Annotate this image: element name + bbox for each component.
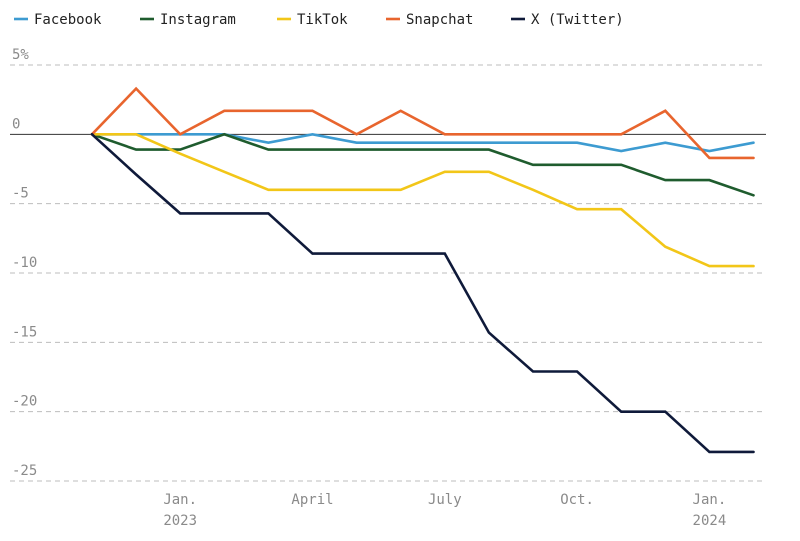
series-line-x-twitter (90, 133, 755, 454)
x-tick-year-label: 2024 (693, 513, 727, 529)
legend-item-tiktok: TikTok (277, 12, 348, 28)
x-tick-label: Jan. (693, 492, 727, 508)
y-tick-label: -5 (12, 186, 29, 202)
x-tick-year-label: 2023 (163, 513, 197, 529)
x-tick-label: Oct. (560, 492, 594, 508)
x-tick-label: July (428, 492, 462, 508)
legend-label: Instagram (160, 12, 236, 28)
legend-item-instagram: Instagram (140, 12, 236, 28)
x-tick-label: April (291, 492, 333, 508)
legend-label: Facebook (34, 12, 102, 28)
legend-label: TikTok (297, 12, 348, 28)
y-tick-label: -25 (12, 463, 37, 479)
legend: Facebook Instagram TikTok Snapchat X (Twitte… (14, 12, 624, 28)
y-tick-label: -15 (12, 324, 37, 340)
x-tick-label: Jan. (163, 492, 197, 508)
y-axis: 5% 0 -5 -10 -15 -20 -25 (12, 47, 37, 479)
series-lines (90, 86, 755, 454)
gridlines (10, 64, 766, 482)
series-line-tiktok (90, 133, 755, 268)
legend-item-x-twitter: X (Twitter) (511, 12, 624, 28)
legend-label: X (Twitter) (531, 12, 624, 28)
y-tick-label: 5% (12, 47, 29, 63)
y-tick-label: 0 (12, 116, 20, 132)
series-line-instagram (90, 132, 755, 197)
legend-item-snapchat: Snapchat (386, 12, 473, 28)
series-line-snapchat (90, 86, 755, 160)
x-axis: Jan. 2023 April July Oct. Jan. 2024 (163, 492, 726, 529)
y-tick-label: -10 (12, 255, 37, 271)
series-line-facebook (90, 132, 755, 153)
legend-item-facebook: Facebook (14, 12, 102, 28)
y-tick-label: -20 (12, 394, 37, 410)
legend-label: Snapchat (406, 12, 473, 28)
